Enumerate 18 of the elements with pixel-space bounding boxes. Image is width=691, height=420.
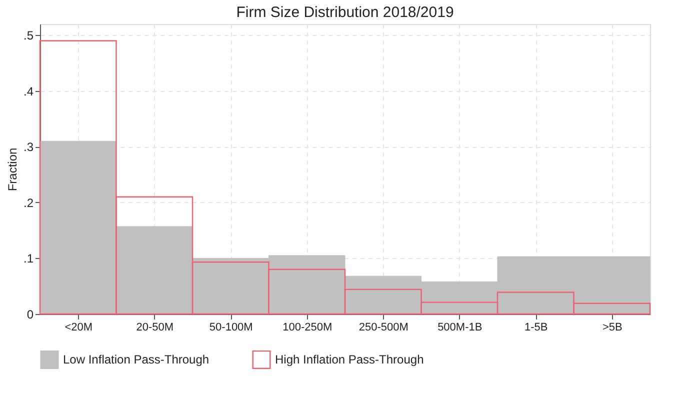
legend-label: High Inflation Pass-Through [275, 352, 424, 367]
x-tick-label: 1-5B [524, 322, 548, 334]
x-tick-label: 100-250M [282, 322, 332, 334]
x-tick-label: <20M [64, 322, 93, 334]
x-tick-label: 500M-1B [438, 322, 482, 334]
legend-label: Low Inflation Pass-Through [63, 352, 210, 367]
y-tick-label: .3 [23, 140, 34, 154]
y-tick-label: .2 [23, 196, 34, 210]
y-axis-title: Fraction [5, 148, 20, 192]
x-tick-label: 20-50M [136, 322, 174, 334]
x-tick-label: >5B [602, 322, 622, 334]
y-tick-label: 0 [26, 308, 34, 322]
x-tick-label: 50-100M [209, 322, 253, 334]
chart-title: Firm Size Distribution 2018/2019 [236, 4, 454, 21]
y-tick-label: .1 [23, 252, 34, 266]
x-tick-label: 250-500M [358, 322, 408, 334]
y-tick-label: .5 [23, 28, 34, 43]
y-tick-label: .4 [23, 84, 34, 98]
